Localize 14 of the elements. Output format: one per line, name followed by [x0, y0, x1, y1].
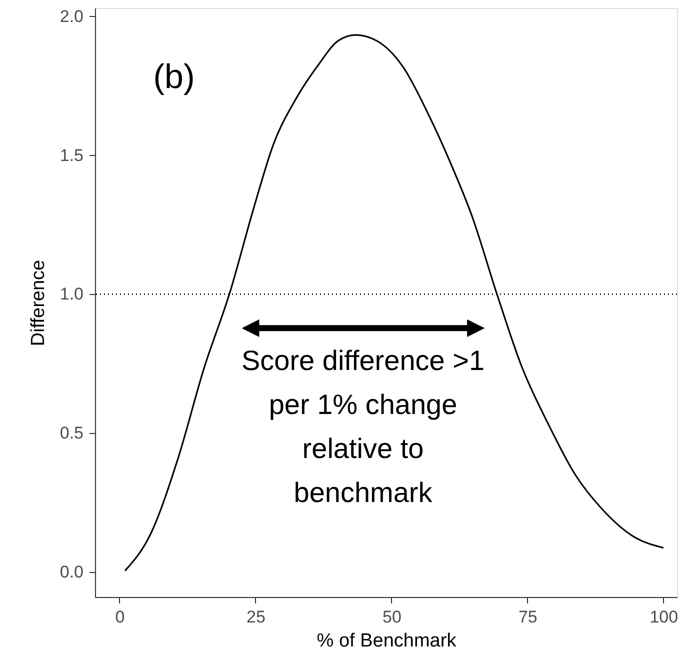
y-tick-label: 1.0 — [60, 284, 84, 304]
x-tick-label: 100 — [650, 608, 678, 626]
x-axis-title: % of Benchmark — [316, 630, 457, 652]
x-tick-label: 75 — [518, 608, 538, 626]
x-tick-label: 25 — [246, 608, 266, 626]
annotation: Score difference >1 per 1% change relative to benchmark — [241, 345, 485, 508]
y-tick-label: 0.0 — [60, 562, 84, 582]
x-tick-label: 50 — [382, 608, 402, 626]
y-tick-label: 0.5 — [60, 424, 84, 443]
y-axis-title: Difference — [28, 260, 49, 346]
y-tick-label: 1.5 — [60, 146, 84, 165]
annotation: (b) — [153, 58, 195, 96]
y-tick-label: 2.0 — [60, 6, 84, 26]
x-tick-label: 0 — [115, 608, 125, 626]
